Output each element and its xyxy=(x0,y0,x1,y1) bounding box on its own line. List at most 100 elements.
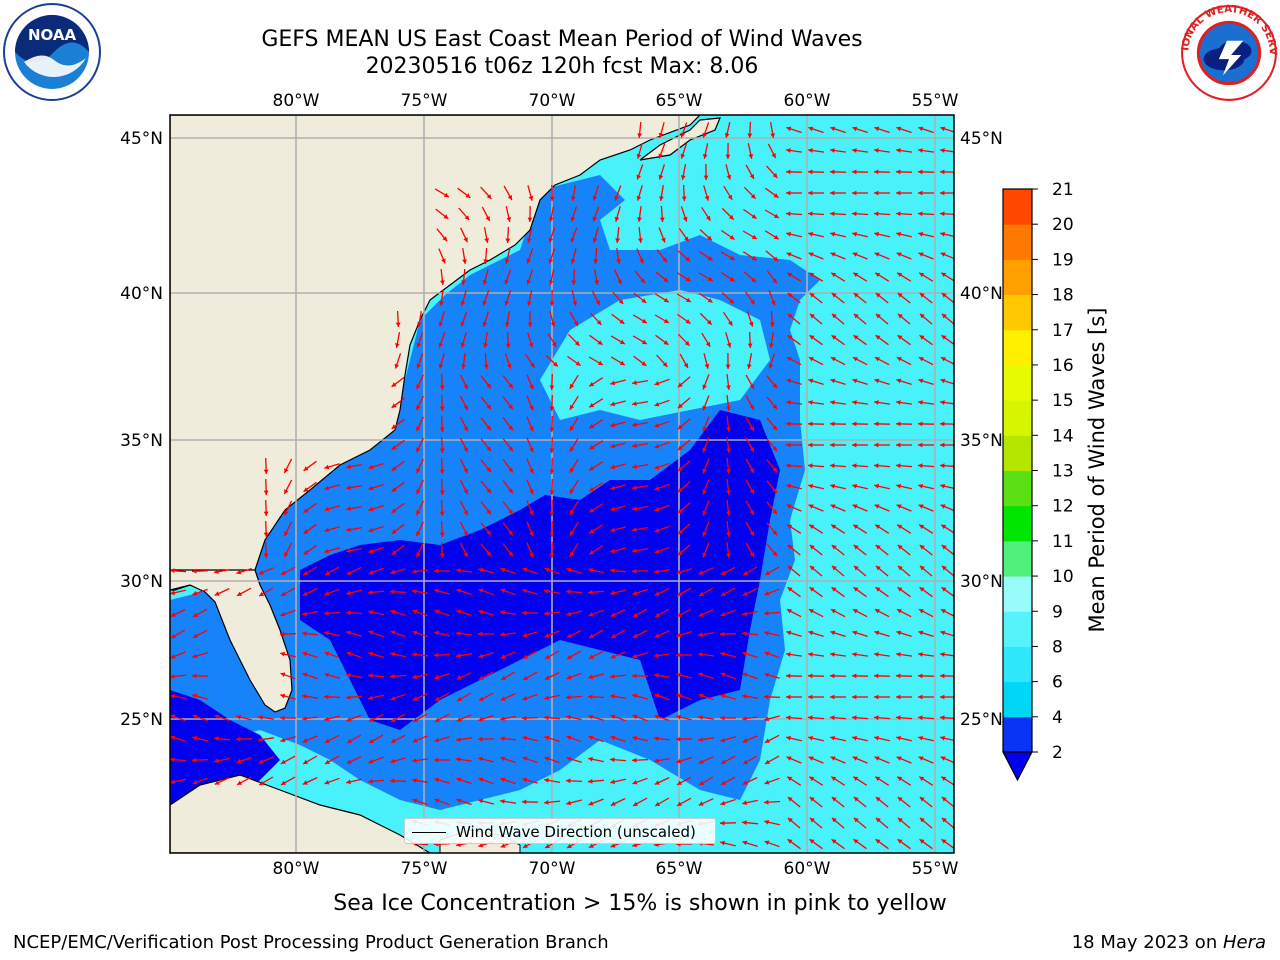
wave-direction-arrowhead xyxy=(570,237,575,243)
wave-direction-arrowhead xyxy=(897,587,903,592)
wave-direction-arrowhead xyxy=(874,483,879,489)
wave-direction-arrowhead xyxy=(439,385,445,390)
wave-direction-arrowhead xyxy=(940,231,945,237)
wave-direction-arrowhead xyxy=(486,425,491,431)
wave-direction-arrowhead xyxy=(616,259,621,264)
wave-direction-arrowhead xyxy=(575,361,581,366)
wave-direction-arrowhead xyxy=(786,609,792,614)
wave-direction-arrowhead xyxy=(637,133,642,138)
wave-direction-arrowhead xyxy=(544,735,550,741)
wave-direction-arrowhead xyxy=(501,675,507,680)
wave-direction-arrowhead xyxy=(940,504,946,509)
wave-direction-arrowhead xyxy=(569,530,575,536)
wave-direction-arrowhead xyxy=(412,778,417,783)
wave-direction-arrowhead xyxy=(773,256,779,262)
wave-direction-arrowhead xyxy=(523,675,528,680)
wave-direction-arrowhead xyxy=(588,801,594,806)
wave-direction-arrowhead xyxy=(508,509,513,515)
wave-direction-arrowhead xyxy=(214,569,219,574)
wave-direction-arrowhead xyxy=(918,463,923,469)
wave-direction-arrowhead xyxy=(641,339,647,345)
wave-direction-arrowhead xyxy=(940,483,945,489)
wave-direction-arrowhead xyxy=(742,800,747,806)
wave-direction-arrowhead xyxy=(434,568,439,574)
wave-direction-arrowhead xyxy=(632,653,638,659)
wave-direction-arrowhead xyxy=(764,591,770,596)
wave-direction-arrowhead xyxy=(729,235,735,240)
wave-direction-arrowhead xyxy=(303,487,309,492)
wave-direction-arrowhead xyxy=(940,252,946,257)
wave-direction-arrowhead xyxy=(685,256,690,262)
wave-direction-arrowhead xyxy=(548,217,554,222)
colorbar-tick-label: 2 xyxy=(1052,743,1063,763)
wave-direction-arrowhead xyxy=(549,553,555,558)
wave-direction-arrowhead xyxy=(302,738,308,743)
wave-direction-arrowhead xyxy=(522,567,528,572)
wave-direction-arrowhead xyxy=(918,609,924,614)
wave-direction-arrowhead xyxy=(391,445,397,450)
colorbar-tick-label: 18 xyxy=(1052,286,1074,306)
wave-direction-arrowhead xyxy=(588,674,594,680)
wave-direction-arrowhead xyxy=(462,259,467,264)
wave-direction-arrowhead xyxy=(764,630,769,636)
wave-direction-arrowhead xyxy=(632,485,637,490)
wave-direction-arrowhead xyxy=(486,446,491,452)
wave-direction-arrowhead xyxy=(412,630,418,636)
wave-direction-arrowhead xyxy=(346,779,351,785)
wave-direction-arrowhead xyxy=(280,631,285,637)
wave-direction-arrowhead xyxy=(831,797,837,802)
wave-direction-arrowhead xyxy=(919,839,925,844)
wave-direction-arrowhead xyxy=(549,406,555,411)
wave-direction-arrowhead xyxy=(874,400,879,405)
lon-tick-top: 80°W xyxy=(273,91,320,111)
wave-direction-arrowhead xyxy=(589,444,595,450)
wave-direction-arrowhead xyxy=(483,364,489,369)
colorbar-segment xyxy=(1003,189,1032,225)
wave-direction-arrowhead xyxy=(786,652,791,657)
wave-direction-arrowhead xyxy=(412,609,418,615)
wave-direction-arrowhead xyxy=(677,382,683,388)
wave-direction-arrowhead xyxy=(808,148,813,153)
wave-direction-arrowhead xyxy=(940,630,946,636)
wave-direction-arrowhead xyxy=(897,565,903,571)
wave-direction-arrowhead xyxy=(698,632,703,637)
wave-direction-arrowhead xyxy=(171,633,177,638)
footer-date: 18 May 2023 on Hera xyxy=(1072,932,1266,953)
wave-direction-arrowhead xyxy=(439,511,445,516)
wave-direction-arrowhead xyxy=(390,569,396,575)
wave-direction-arrowhead xyxy=(478,798,484,804)
wave-direction-arrowhead xyxy=(500,567,506,573)
wave-direction-arrowhead xyxy=(346,485,351,490)
wave-direction-arrowhead xyxy=(589,381,595,387)
wave-direction-arrowhead xyxy=(456,588,462,594)
wave-direction-arrowhead xyxy=(347,738,353,743)
wave-direction-arrowhead xyxy=(544,633,550,638)
wave-direction-arrowhead xyxy=(852,756,858,761)
wave-direction-arrowhead xyxy=(787,335,793,340)
wave-direction-arrowhead xyxy=(589,465,595,471)
wave-direction-arrowhead xyxy=(764,738,770,743)
wave-direction-arrowhead xyxy=(610,714,616,720)
wave-direction-arrowhead xyxy=(770,133,775,138)
wave-direction-arrowhead xyxy=(808,126,814,132)
wave-direction-arrowhead xyxy=(918,673,923,679)
wave-direction-arrowhead xyxy=(896,169,901,175)
wave-direction-arrowhead xyxy=(507,195,512,200)
wave-direction-arrowhead xyxy=(549,427,555,432)
wave-direction-arrowhead xyxy=(478,716,484,722)
wave-direction-arrowhead xyxy=(704,363,710,369)
wave-direction-arrowhead xyxy=(853,797,859,802)
wave-direction-arrowhead xyxy=(302,672,308,678)
wave-direction-arrowhead xyxy=(416,405,421,411)
wave-direction-arrowhead xyxy=(416,363,421,369)
wave-direction-arrowhead xyxy=(527,322,533,327)
wave-direction-arrowhead xyxy=(809,565,815,571)
wave-direction-arrowhead xyxy=(875,293,881,298)
wave-direction-arrowhead xyxy=(478,631,483,637)
wave-direction-arrowhead xyxy=(506,363,512,369)
wave-direction-arrowhead xyxy=(302,694,307,699)
wave-direction-arrowhead xyxy=(508,467,513,473)
wave-direction-arrowhead xyxy=(707,256,713,261)
wave-direction-arrowhead xyxy=(698,693,704,699)
wave-direction-arrowhead xyxy=(830,190,835,196)
